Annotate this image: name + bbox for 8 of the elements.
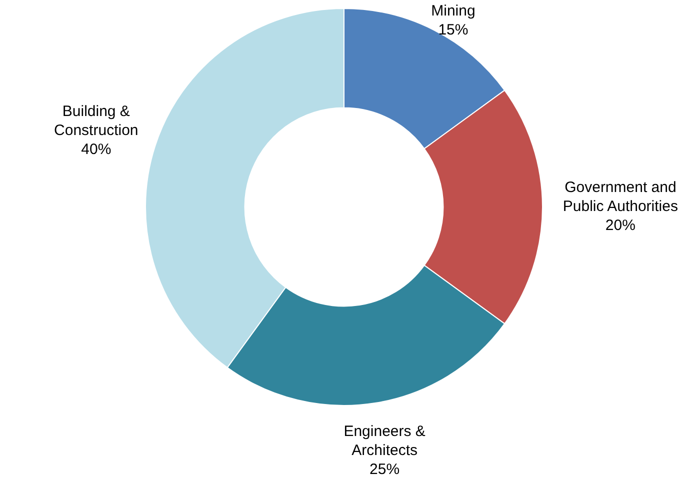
data-label: 40% (81, 140, 112, 158)
slice-label: Mining (431, 2, 476, 20)
data-label: 15% (438, 22, 468, 39)
data-label: 20% (605, 217, 636, 234)
slice-label: Engineers & Architects (344, 423, 426, 460)
data-label: 25% (370, 461, 400, 478)
slice-label: Building & Construction (54, 102, 138, 139)
slice-label: Government and Public Authorities (562, 179, 678, 216)
